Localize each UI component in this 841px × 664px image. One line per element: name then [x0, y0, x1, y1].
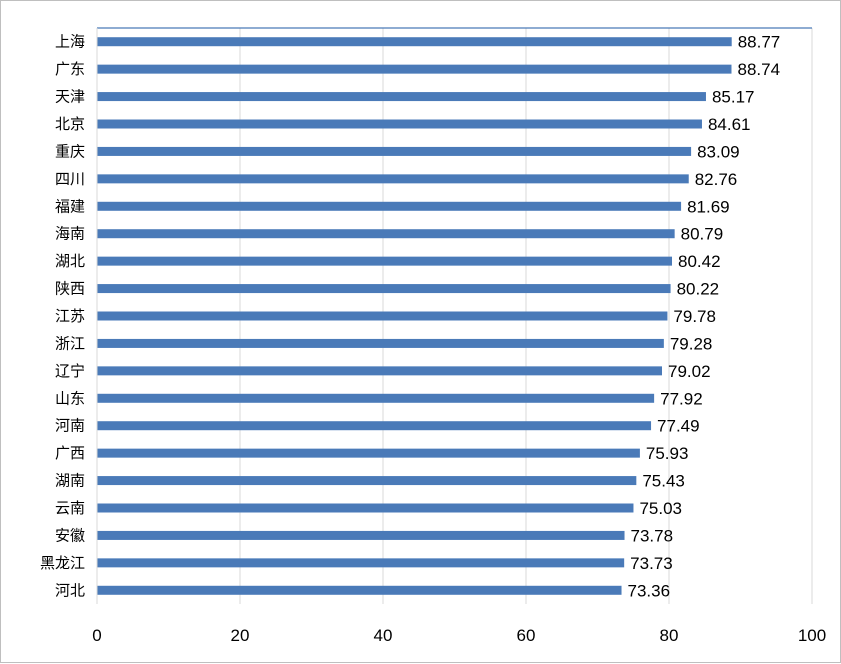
bar-0 [97, 37, 732, 47]
category-label: 广西 [55, 444, 85, 462]
category-label: 海南 [55, 225, 85, 243]
bar-20 [97, 585, 622, 595]
value-label: 88.74 [737, 60, 780, 79]
value-label: 75.93 [646, 444, 689, 463]
value-label: 77.49 [657, 417, 700, 436]
value-label: 73.78 [631, 526, 674, 545]
category-label: 北京 [55, 115, 85, 133]
value-label: 75.03 [639, 499, 682, 518]
bar-8 [97, 256, 673, 266]
category-label: 河南 [55, 417, 85, 435]
x-tick-label: 0 [92, 626, 101, 645]
category-label: 重庆 [55, 142, 85, 160]
category-label: 湖北 [55, 252, 85, 270]
x-tick-label: 20 [231, 626, 250, 645]
category-label: 天津 [55, 88, 85, 106]
category-label: 山东 [55, 389, 85, 407]
bar-12 [97, 366, 662, 376]
category-label: 云南 [55, 499, 85, 517]
category-label: 河北 [55, 581, 85, 599]
bar-4 [97, 146, 692, 156]
bar-19 [97, 558, 625, 568]
value-label: 81.69 [687, 197, 730, 216]
category-label: 湖南 [55, 472, 85, 490]
bar-18 [97, 530, 625, 540]
bar-15 [97, 448, 640, 458]
category-label: 江苏 [55, 307, 85, 325]
category-labels: 上海广东天津北京重庆四川福建海南湖北陕西江苏浙江辽宁山东河南广西湖南云南安徽黑龙… [40, 33, 85, 600]
category-label: 福建 [55, 197, 85, 215]
category-label: 黑龙江 [40, 554, 85, 572]
value-label: 82.76 [695, 170, 738, 189]
bar-9 [97, 284, 671, 294]
value-label: 80.22 [677, 280, 720, 299]
bar-6 [97, 201, 682, 211]
category-label: 上海 [55, 33, 85, 51]
category-label: 四川 [55, 170, 85, 188]
axes [96, 27, 812, 604]
value-label: 80.79 [681, 225, 724, 244]
x-tick-label: 100 [798, 626, 826, 645]
value-label: 83.09 [697, 142, 740, 161]
value-label: 84.61 [708, 115, 751, 134]
value-label: 77.92 [660, 389, 703, 408]
x-tick-label: 40 [374, 626, 393, 645]
value-label: 73.36 [628, 581, 671, 600]
category-label: 浙江 [55, 334, 85, 352]
x-tick-label: 80 [660, 626, 679, 645]
category-label: 安徽 [55, 526, 85, 544]
value-labels: 88.77 88.74 85.17 84.61 83.09 82.76 81.69 80.79… [628, 33, 781, 601]
bar-7 [97, 229, 675, 239]
bar-11 [97, 338, 664, 348]
bar-10 [97, 311, 668, 321]
value-label: 80.42 [678, 252, 721, 271]
value-label: 85.17 [712, 88, 755, 107]
value-label: 79.78 [673, 307, 716, 326]
bar-5 [97, 174, 689, 184]
value-label: 79.02 [668, 362, 711, 381]
value-label: 88.77 [738, 33, 781, 52]
value-label: 79.28 [670, 334, 713, 353]
bar-13 [97, 393, 655, 403]
bar-16 [97, 476, 637, 486]
bar-3 [97, 119, 702, 129]
bar-1 [97, 64, 732, 74]
x-tick-label: 60 [517, 626, 536, 645]
category-label: 辽宁 [55, 362, 85, 380]
value-label: 75.43 [642, 472, 685, 491]
category-label: 广东 [55, 60, 85, 78]
bar-14 [97, 421, 652, 431]
value-label: 73.73 [630, 554, 673, 573]
bars [97, 37, 732, 595]
bar-17 [97, 503, 634, 513]
category-label: 陕西 [55, 280, 85, 298]
tick-labels: 0 20 40 60 80 100 [92, 626, 826, 645]
bar-2 [97, 92, 706, 102]
